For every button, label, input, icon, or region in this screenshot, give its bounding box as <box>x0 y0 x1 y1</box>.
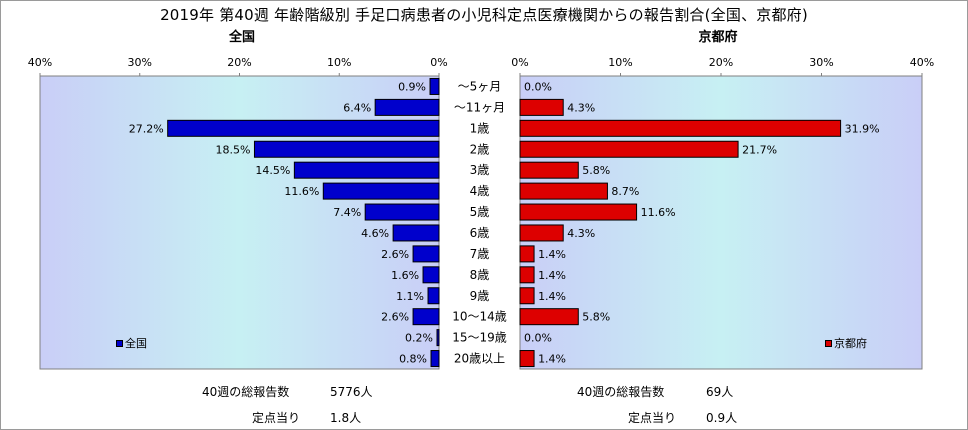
legend-kyoto: 京都府 <box>825 335 867 351</box>
kyoto-data-label: 0.0% <box>524 80 552 93</box>
national-x-tick-label: 10% <box>327 56 351 69</box>
national-x-tick-label: 20% <box>227 56 251 69</box>
national-bar <box>392 224 440 242</box>
national-bar <box>364 203 440 221</box>
legend-label-national: 全国 <box>125 337 147 350</box>
national-bar <box>429 77 440 95</box>
kyoto-bar <box>519 287 535 305</box>
national-per-label: 定点当り <box>252 411 301 425</box>
national-bar <box>422 266 440 284</box>
national-data-label: 0.8% <box>399 353 427 366</box>
kyoto-bar <box>519 245 535 263</box>
kyoto-bar <box>519 266 535 284</box>
national-data-label: 11.6% <box>284 185 319 198</box>
category-label: ～11ヶ月 <box>454 100 505 114</box>
kyoto-bar <box>519 98 564 116</box>
national-bar <box>436 329 440 347</box>
legend-label-kyoto: 京都府 <box>834 337 867 350</box>
kyoto-per-label: 定点当り <box>628 411 677 425</box>
kyoto-x-tick-label: 20% <box>709 56 733 69</box>
category-label: 2歳 <box>470 142 490 156</box>
kyoto-bar <box>519 119 842 137</box>
kyoto-per-value: 0.9人 <box>706 411 738 425</box>
national-data-label: 1.6% <box>391 269 419 282</box>
kyoto-data-label: 1.4% <box>538 248 566 261</box>
national-x-tick-label: 0% <box>430 56 447 69</box>
kyoto-bar <box>519 308 579 326</box>
national-panel-title: 全国 <box>228 30 255 45</box>
national-data-label: 18.5% <box>216 143 251 156</box>
category-label: ～5ヶ月 <box>458 79 502 93</box>
legend-national: 全国 <box>116 335 147 351</box>
national-x-tick-label: 40% <box>28 56 52 69</box>
category-label: 1歳 <box>470 121 490 135</box>
national-bar <box>322 182 440 200</box>
category-label: 20歳以上 <box>454 352 505 366</box>
national-data-label: 7.4% <box>333 206 361 219</box>
kyoto-data-label: 4.3% <box>567 101 595 114</box>
category-label: 9歳 <box>470 289 490 303</box>
kyoto-data-label: 1.4% <box>538 290 566 303</box>
category-label: 10～14歳 <box>452 310 507 324</box>
category-label: 6歳 <box>470 226 490 240</box>
category-label: 15～19歳 <box>452 331 507 345</box>
legend-swatch-national <box>116 339 123 347</box>
kyoto-data-label: 11.6% <box>641 206 676 219</box>
kyoto-bar <box>519 350 535 368</box>
national-data-label: 27.2% <box>129 122 164 135</box>
category-label: 8歳 <box>470 268 490 282</box>
kyoto-data-label: 1.4% <box>538 353 566 366</box>
category-label: 3歳 <box>470 163 490 177</box>
national-bar <box>167 119 440 137</box>
national-data-label: 6.4% <box>343 101 371 114</box>
kyoto-panel-title: 京都府 <box>698 30 738 45</box>
category-label: 5歳 <box>470 205 490 219</box>
kyoto-bar <box>519 224 564 242</box>
national-data-label: 2.6% <box>381 248 409 261</box>
kyoto-bar <box>519 203 638 221</box>
national-bar <box>412 308 440 326</box>
national-bar <box>430 350 440 368</box>
national-data-label: 2.6% <box>381 311 409 324</box>
national-bar <box>427 287 440 305</box>
national-total-label: 40週の総報告数 <box>202 385 290 399</box>
national-bar <box>374 98 440 116</box>
kyoto-data-label: 5.8% <box>582 311 610 324</box>
kyoto-total-value: 69人 <box>706 385 734 399</box>
legend-swatch-kyoto <box>825 339 832 347</box>
category-label: 7歳 <box>470 247 490 261</box>
kyoto-x-tick-label: 10% <box>608 56 632 69</box>
kyoto-x-tick-label: 30% <box>809 56 833 69</box>
national-data-label: 1.1% <box>396 290 424 303</box>
national-data-label: 0.2% <box>405 332 433 345</box>
national-data-label: 0.9% <box>398 80 426 93</box>
kyoto-data-label: 21.7% <box>742 143 777 156</box>
kyoto-total-label: 40週の総報告数 <box>577 385 665 399</box>
kyoto-bar <box>519 161 579 179</box>
kyoto-data-label: 0.0% <box>524 332 552 345</box>
kyoto-data-label: 8.7% <box>611 185 639 198</box>
national-x-tick-label: 30% <box>128 56 152 69</box>
kyoto-bar <box>519 182 608 200</box>
national-total-value: 5776人 <box>330 385 373 399</box>
kyoto-x-tick-label: 0% <box>511 56 528 69</box>
chart-title: 2019年 第40週 年齢階級別 手足口病患者の小児科定点医療機関からの報告割合… <box>160 6 808 24</box>
national-data-label: 4.6% <box>361 227 389 240</box>
national-bar <box>293 161 440 179</box>
national-per-value: 1.8人 <box>330 411 362 425</box>
national-bar <box>253 140 440 158</box>
category-label: 4歳 <box>470 184 490 198</box>
kyoto-data-label: 1.4% <box>538 269 566 282</box>
national-data-label: 14.5% <box>255 164 290 177</box>
kyoto-bar <box>519 140 739 158</box>
kyoto-data-label: 5.8% <box>582 164 610 177</box>
kyoto-x-tick-label: 40% <box>910 56 934 69</box>
national-bar <box>412 245 440 263</box>
kyoto-data-label: 4.3% <box>567 227 595 240</box>
kyoto-data-label: 31.9% <box>845 122 880 135</box>
